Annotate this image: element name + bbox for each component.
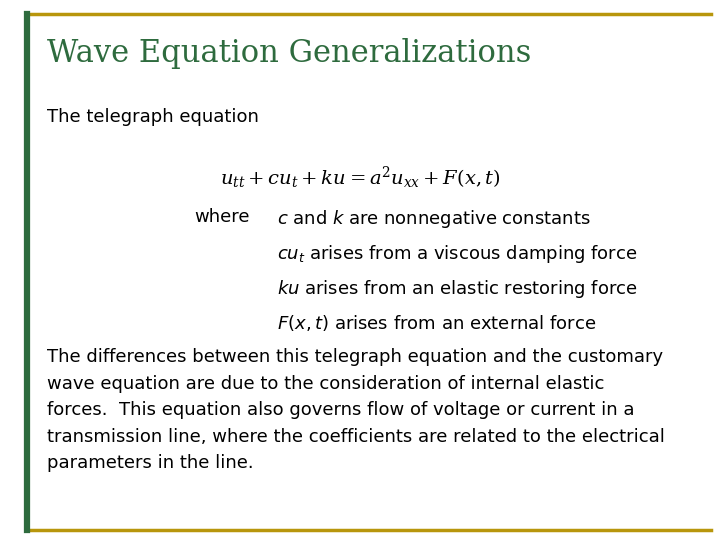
Text: Wave Equation Generalizations: Wave Equation Generalizations xyxy=(47,38,531,69)
Text: The telegraph equation: The telegraph equation xyxy=(47,108,258,126)
Text: The differences between this telegraph equation and the customary
wave equation : The differences between this telegraph e… xyxy=(47,348,665,472)
Text: $u_{tt} + cu_{t} + ku = a^{2}u_{xx} + F(x,t)$: $u_{tt} + cu_{t} + ku = a^{2}u_{xx} + F(… xyxy=(220,165,500,191)
Text: $ku$ arises from an elastic restoring force: $ku$ arises from an elastic restoring fo… xyxy=(277,278,638,300)
Text: $cu_t$ arises from a viscous damping force: $cu_t$ arises from a viscous damping for… xyxy=(277,243,638,265)
Text: $c$ and $k$ are nonnegative constants: $c$ and $k$ are nonnegative constants xyxy=(277,208,590,230)
Text: $F(x,t)$ arises from an external force: $F(x,t)$ arises from an external force xyxy=(277,313,597,333)
Text: where: where xyxy=(194,208,250,226)
